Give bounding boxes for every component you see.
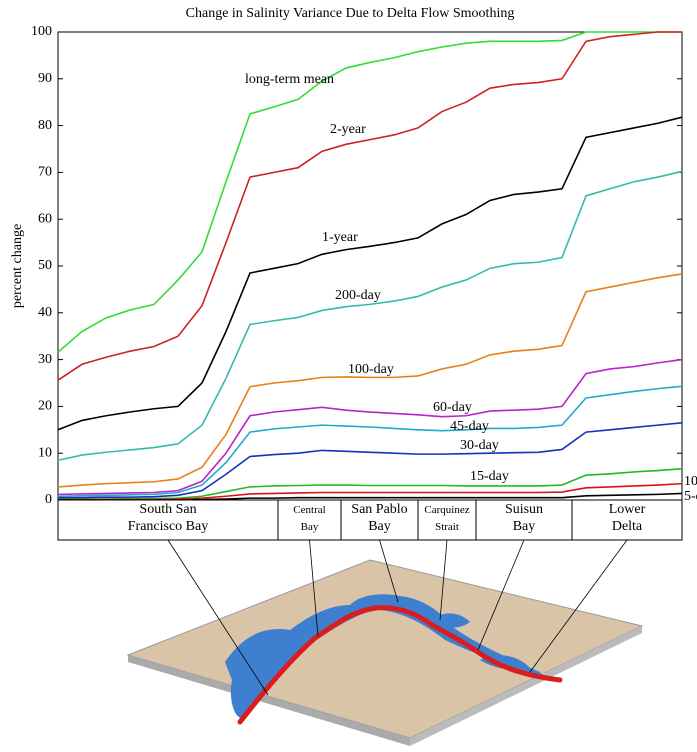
series-label: 45-day	[450, 419, 489, 434]
region-label: Suisun Bay	[505, 502, 543, 534]
series-label: 5-day	[684, 489, 697, 504]
series-line	[57, 116, 683, 431]
series-line	[57, 170, 683, 462]
plot-frame	[57, 31, 683, 501]
y-tick-label: 70	[38, 165, 52, 180]
region-label: San Pablo Bay	[351, 502, 407, 534]
series-label: 15-day	[470, 469, 509, 484]
series-line	[58, 421, 683, 499]
y-axis-label: percent change	[10, 224, 25, 308]
series-label: 10-day	[684, 474, 697, 489]
series-line	[57, 358, 683, 496]
region-label: Lower Delta	[609, 502, 646, 534]
y-tick-label: 40	[38, 305, 52, 320]
series-label: 60-day	[433, 400, 472, 415]
connector	[439, 539, 448, 621]
connector	[529, 539, 628, 673]
region-box	[475, 499, 573, 541]
y-tick-label: 80	[38, 118, 52, 133]
connector	[477, 539, 525, 651]
series-line	[57, 273, 683, 488]
region-label: Central Bay	[293, 504, 325, 533]
y-tick-label: 60	[38, 211, 52, 226]
series-line	[57, 31, 682, 381]
series-line	[57, 31, 682, 353]
y-tick-label: 100	[31, 24, 52, 39]
estuary-map	[126, 559, 644, 746]
series-label: 100-day	[348, 362, 394, 377]
region-box	[417, 499, 477, 541]
connector	[167, 539, 269, 696]
y-tick-label: 30	[38, 352, 52, 367]
series-label: 30-day	[460, 438, 499, 453]
series-label: 2-year	[330, 122, 366, 137]
y-tick-label: 90	[38, 71, 52, 86]
connector	[379, 539, 399, 603]
region-label: South San Francisco Bay	[128, 502, 208, 534]
y-tick-label: 50	[38, 258, 52, 273]
y-tick-label: 0	[45, 492, 52, 507]
series-label: 200-day	[335, 288, 381, 303]
series-label: 1-year	[322, 230, 358, 245]
connector	[309, 539, 319, 637]
y-tick-label: 10	[38, 445, 52, 460]
series-label: long-term mean	[245, 72, 334, 87]
y-tick-label: 20	[38, 399, 52, 414]
chart-title: Change in Salinity Variance Due to Delta…	[186, 6, 515, 21]
region-label: Carquinez Strait	[424, 504, 469, 533]
region-box	[571, 499, 683, 541]
series-line	[58, 467, 683, 500]
series-line	[57, 385, 683, 498]
